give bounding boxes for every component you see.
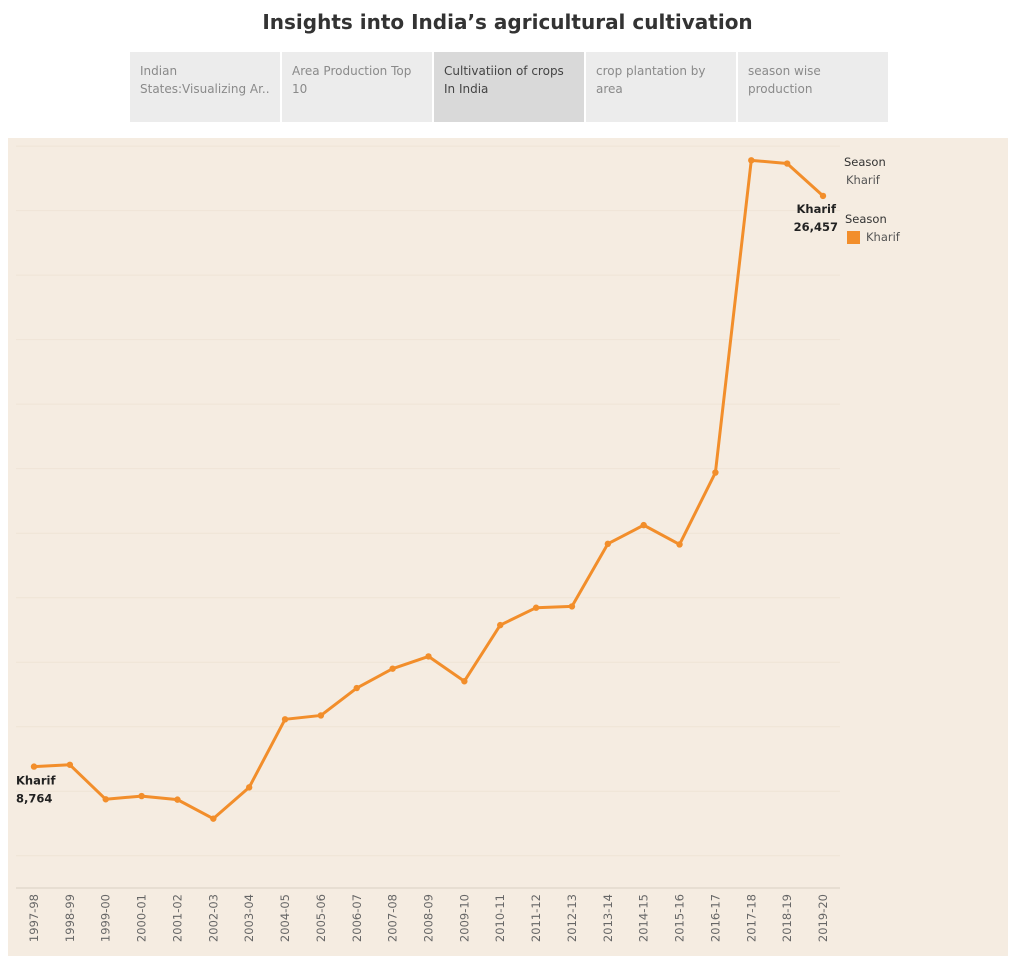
data-point <box>819 192 827 200</box>
data-point <box>676 541 683 548</box>
tab-season-wise-production[interactable]: season wise production <box>738 52 888 122</box>
x-tick-label: 2007-08 <box>386 894 400 942</box>
data-point <box>604 540 612 548</box>
data-point <box>138 792 145 800</box>
data-point <box>532 604 540 611</box>
data-point <box>748 157 755 164</box>
data-label-series: Kharif <box>16 774 56 788</box>
x-tick-label: 2002-03 <box>206 894 220 942</box>
tab-area-production-top-10[interactable]: Area Production Top 10 <box>282 52 432 122</box>
x-tick-label: 2018-19 <box>780 894 794 942</box>
data-point <box>281 716 289 723</box>
data-point <box>461 678 468 685</box>
x-tick-label: 2015-16 <box>673 894 687 942</box>
data-point <box>174 796 181 803</box>
data-point <box>66 761 74 768</box>
data-label-value: 26,457 <box>794 220 838 234</box>
season-filter-legend: Season Kharif <box>844 153 886 189</box>
data-point <box>389 665 396 672</box>
x-tick-label: 2005-06 <box>314 894 328 942</box>
data-point <box>30 763 38 770</box>
kharif-color-swatch <box>847 230 860 244</box>
x-tick-label: 2016-17 <box>708 894 722 942</box>
x-tick-label: 2001-02 <box>170 894 184 942</box>
x-tick-label: 2012-13 <box>565 894 579 942</box>
data-point <box>568 603 576 610</box>
data-label-value: 8,764 <box>16 792 52 806</box>
data-point <box>640 521 647 529</box>
season-filter-title: Season <box>844 155 886 169</box>
legend-item-label: Kharif <box>866 230 900 244</box>
dashboard-tabs: Indian States:Visualizing Ar.. Area Prod… <box>130 52 890 122</box>
season-color-legend-title: Season <box>845 212 887 226</box>
page-title: Insights into India’s agricultural culti… <box>262 10 753 34</box>
data-point <box>245 784 253 791</box>
data-point <box>425 653 432 660</box>
x-tick-label: 2000-01 <box>135 894 149 942</box>
data-point <box>102 796 109 803</box>
data-point <box>317 712 325 719</box>
x-tick-label: 2019-20 <box>816 894 830 942</box>
x-tick-label: 2013-14 <box>601 894 615 942</box>
x-tick-label: 2009-10 <box>457 894 471 942</box>
series-line-kharif <box>32 158 825 821</box>
x-tick-label: 1999-00 <box>99 894 113 942</box>
data-point <box>210 815 217 822</box>
data-point <box>497 621 504 629</box>
legend-item-kharif[interactable]: Kharif <box>845 228 900 246</box>
x-tick-label: 2010-11 <box>493 894 507 942</box>
data-point <box>783 160 791 167</box>
data-label-series: Kharif <box>797 202 837 216</box>
season-color-legend: Season Kharif <box>845 210 900 246</box>
x-tick-label: 2003-04 <box>242 894 256 942</box>
x-tick-label: 2014-15 <box>637 894 651 942</box>
chart-panel <box>8 138 1008 956</box>
tab-cultivation-of-crops[interactable]: Cultivatiion of crops In India <box>434 52 584 122</box>
x-tick-label: 2004-05 <box>278 894 292 942</box>
tab-indian-states[interactable]: Indian States:Visualizing Ar.. <box>130 52 280 122</box>
data-point <box>712 469 719 476</box>
tab-crop-plantation-by-area[interactable]: crop plantation by area <box>586 52 736 122</box>
x-tick-label: 1997-98 <box>27 894 41 942</box>
x-tick-label: 2017-18 <box>744 894 758 942</box>
x-tick-label: 1998-99 <box>63 894 77 942</box>
x-tick-label: 2011-12 <box>529 894 543 942</box>
x-tick-label: 2006-07 <box>350 894 364 942</box>
season-filter-value[interactable]: Kharif <box>846 173 880 187</box>
data-point <box>353 684 360 692</box>
x-tick-label: 2008-09 <box>422 894 436 942</box>
